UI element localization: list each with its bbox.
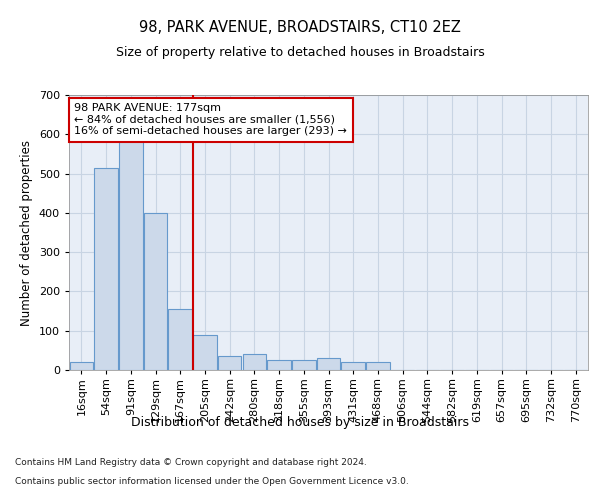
Bar: [94, 168, 118, 370]
Text: Size of property relative to detached houses in Broadstairs: Size of property relative to detached ho…: [116, 46, 484, 59]
Text: 98 PARK AVENUE: 177sqm
← 84% of detached houses are smaller (1,556)
16% of semi-: 98 PARK AVENUE: 177sqm ← 84% of detached…: [74, 104, 347, 136]
Bar: [70, 362, 93, 370]
Text: Contains public sector information licensed under the Open Government Licence v3: Contains public sector information licen…: [15, 476, 409, 486]
Bar: [366, 362, 389, 370]
Bar: [169, 309, 192, 370]
Text: Distribution of detached houses by size in Broadstairs: Distribution of detached houses by size …: [131, 416, 469, 429]
Bar: [341, 362, 365, 370]
Bar: [242, 354, 266, 370]
Bar: [268, 360, 291, 370]
Bar: [193, 334, 217, 370]
Bar: [218, 356, 241, 370]
Y-axis label: Number of detached properties: Number of detached properties: [20, 140, 33, 326]
Bar: [292, 360, 316, 370]
Bar: [144, 213, 167, 370]
Text: Contains HM Land Registry data © Crown copyright and database right 2024.: Contains HM Land Registry data © Crown c…: [15, 458, 367, 467]
Bar: [119, 138, 143, 370]
Text: 98, PARK AVENUE, BROADSTAIRS, CT10 2EZ: 98, PARK AVENUE, BROADSTAIRS, CT10 2EZ: [139, 20, 461, 35]
Bar: [317, 358, 340, 370]
